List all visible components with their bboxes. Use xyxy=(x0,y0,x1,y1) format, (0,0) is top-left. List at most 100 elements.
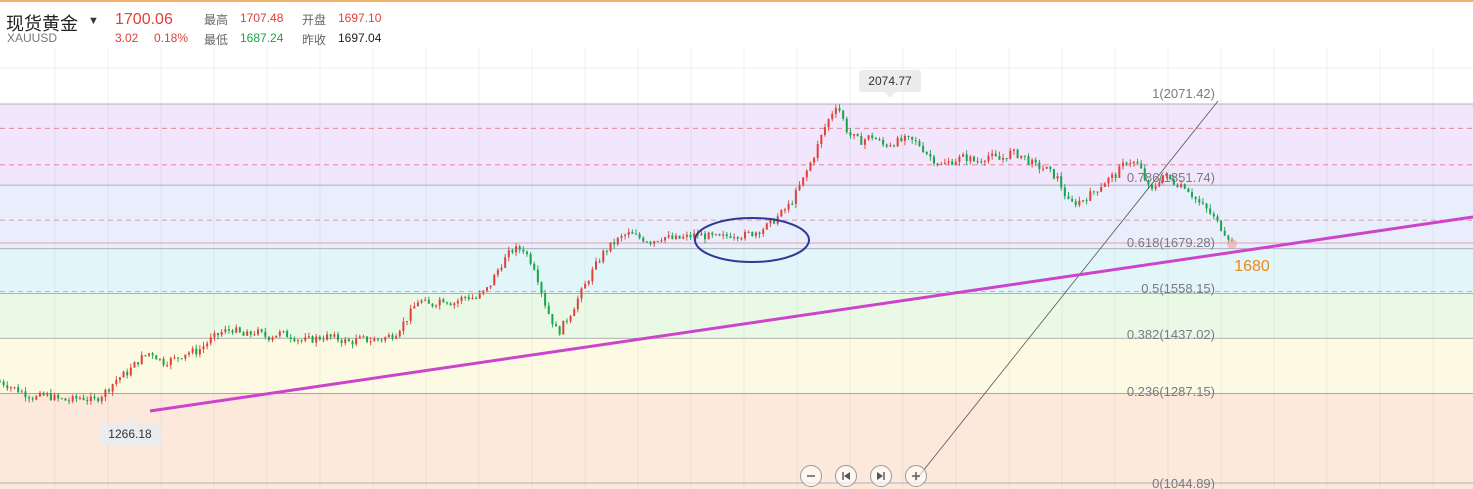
candle-body xyxy=(42,392,45,396)
candle-body xyxy=(206,343,209,347)
candle-body xyxy=(831,113,834,120)
candle-body xyxy=(1147,180,1150,185)
candle-body xyxy=(627,232,630,235)
candle-body xyxy=(998,155,1001,160)
candle-body xyxy=(1020,155,1023,159)
candle-body xyxy=(762,229,765,234)
candle-body xyxy=(922,145,925,152)
callout-pointer xyxy=(885,92,895,98)
candle-body xyxy=(853,134,856,136)
candle-body xyxy=(213,333,216,338)
candle-body xyxy=(903,135,906,141)
previous-button[interactable] xyxy=(835,465,857,487)
next-button[interactable] xyxy=(870,465,892,487)
candle-body xyxy=(293,338,296,342)
candle-body xyxy=(714,234,717,236)
plus-icon xyxy=(912,472,920,480)
candle-body xyxy=(344,339,347,344)
candle-body xyxy=(994,153,997,156)
candle-body xyxy=(151,353,154,356)
current-price-dot xyxy=(1227,239,1237,249)
candle-body xyxy=(1129,163,1132,165)
candle-body xyxy=(718,234,721,236)
candle-body xyxy=(780,209,783,217)
fib-level-label: 0.5(1558.15) xyxy=(1141,281,1215,296)
candle-body xyxy=(1111,174,1114,178)
fib-zone xyxy=(0,185,1473,249)
candle-body xyxy=(489,285,492,288)
dropdown-arrow-icon[interactable]: ▼ xyxy=(88,15,99,27)
candle-body xyxy=(322,339,325,341)
candle-body xyxy=(1169,174,1172,180)
candle-body xyxy=(889,145,892,147)
candle-body xyxy=(794,190,797,204)
vertical-grid xyxy=(0,48,1473,489)
candle-body xyxy=(1136,161,1139,164)
zoom-out-button[interactable] xyxy=(800,465,822,487)
candle-body xyxy=(409,308,412,321)
candle-body xyxy=(420,300,423,303)
candle-body xyxy=(874,138,877,140)
candle-body xyxy=(569,316,572,322)
candle-body xyxy=(460,297,463,301)
candle-body xyxy=(1121,162,1124,167)
candle-body xyxy=(529,254,532,264)
candle-body xyxy=(475,298,478,300)
candle-body xyxy=(271,337,274,340)
open-label: 开盘 xyxy=(302,13,327,27)
candle-body xyxy=(1143,168,1146,181)
candle-body xyxy=(983,161,986,163)
candle-body xyxy=(500,267,503,270)
fib-zone xyxy=(0,293,1473,339)
candle-body xyxy=(267,336,270,340)
diagonal-line xyxy=(914,100,1219,482)
candle-body xyxy=(57,394,60,399)
candle-body xyxy=(1049,166,1052,169)
candle-body xyxy=(533,263,536,270)
candlesticks xyxy=(0,104,1233,405)
candle-body xyxy=(20,391,23,393)
candle-body xyxy=(311,336,314,343)
candle-body xyxy=(1023,155,1026,157)
candle-body xyxy=(1183,184,1186,189)
candle-body xyxy=(547,305,550,314)
candle-body xyxy=(264,331,267,337)
candle-body xyxy=(122,371,125,378)
instrument-name[interactable]: 现货黄金 xyxy=(6,14,78,34)
candle-body xyxy=(918,141,921,146)
candle-body xyxy=(376,338,379,340)
candle-body xyxy=(744,231,747,239)
candle-body xyxy=(896,137,899,147)
candle-body xyxy=(765,223,768,230)
candle-body xyxy=(471,298,474,300)
candle-body xyxy=(144,355,147,357)
candle-body xyxy=(1187,188,1190,193)
candle-body xyxy=(184,354,187,359)
candle-body xyxy=(453,303,456,306)
candle-body xyxy=(82,397,85,400)
candle-body xyxy=(467,296,470,300)
candle-body xyxy=(446,302,449,304)
candle-body xyxy=(275,335,278,338)
candle-body xyxy=(329,334,332,337)
add-button[interactable] xyxy=(905,465,927,487)
candle-body xyxy=(863,139,866,145)
candle-body xyxy=(1223,230,1226,236)
candle-body xyxy=(976,161,979,163)
candle-body xyxy=(1140,163,1143,169)
candle-body xyxy=(522,249,525,252)
candle-body xyxy=(366,336,369,342)
candle-body xyxy=(438,299,441,306)
candle-body xyxy=(1216,216,1219,221)
candle-body xyxy=(591,269,594,282)
candle-body xyxy=(449,303,452,306)
candle-body xyxy=(220,331,223,336)
candle-body xyxy=(1172,179,1175,185)
candle-body xyxy=(573,309,576,317)
candle-body xyxy=(518,246,521,250)
candle-body xyxy=(911,136,914,140)
candle-body xyxy=(1118,166,1121,178)
candle-body xyxy=(991,153,994,156)
candle-body xyxy=(1161,175,1164,183)
